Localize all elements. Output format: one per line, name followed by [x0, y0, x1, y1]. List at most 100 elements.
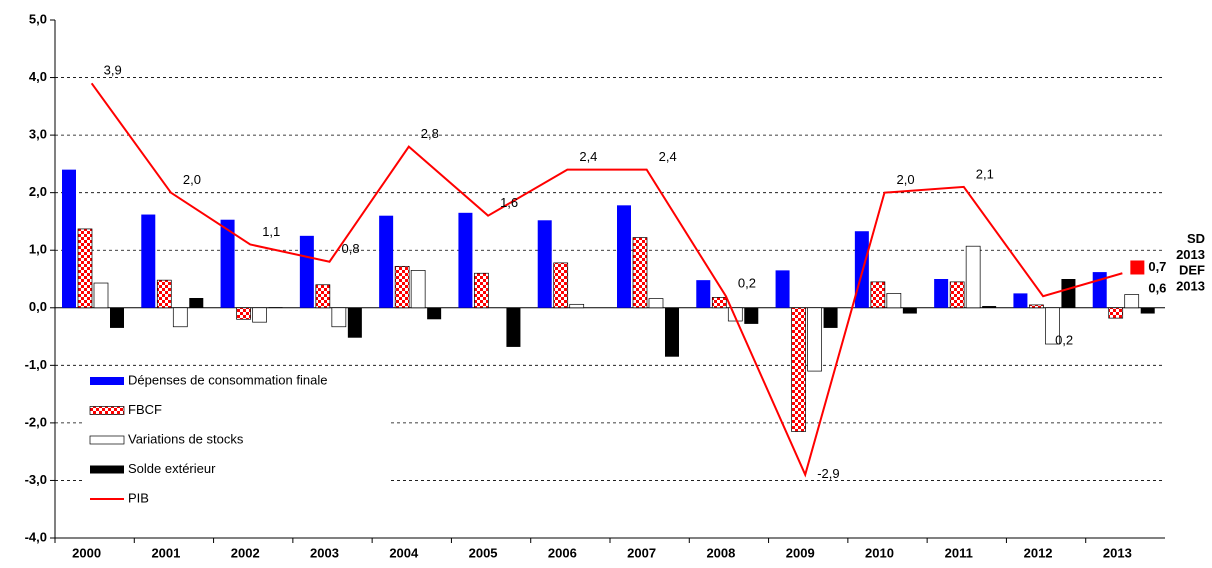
x-tick-label: 2002 — [231, 545, 260, 560]
data-label: 0,2 — [1055, 333, 1073, 348]
y-tick-label: -3,0 — [25, 472, 47, 487]
bar — [189, 297, 204, 308]
bar — [331, 307, 347, 328]
bar — [775, 270, 790, 308]
x-tick-label: 2006 — [548, 545, 577, 560]
x-tick-label: 2009 — [786, 545, 815, 560]
annotation-value: 0,6 — [1148, 281, 1166, 296]
bar — [791, 307, 806, 432]
bar — [744, 307, 759, 324]
legend-swatch — [90, 465, 124, 474]
data-label: 2,4 — [659, 149, 677, 164]
legend-swatch — [90, 377, 124, 385]
data-label: 2,8 — [421, 126, 439, 141]
bar — [1013, 293, 1028, 308]
bar — [632, 237, 648, 309]
legend-label: Variations de stocks — [128, 431, 244, 446]
bar — [110, 307, 124, 328]
bar — [1061, 279, 1076, 308]
x-tick-label: 2004 — [389, 545, 419, 560]
bar — [458, 212, 473, 308]
annotation-label: DEF — [1179, 263, 1205, 278]
y-tick-label: 1,0 — [29, 242, 47, 257]
data-label: 2,0 — [897, 172, 915, 187]
bar — [268, 307, 283, 308]
data-label: 2,1 — [976, 166, 994, 181]
x-tick-label: 2001 — [151, 545, 180, 560]
x-tick-label: 2007 — [627, 545, 656, 560]
bar — [77, 228, 93, 309]
bar — [982, 306, 997, 308]
legend: Dépenses de consommation finale FBCF Varia… — [85, 368, 390, 518]
x-tick-label: 2000 — [72, 545, 101, 560]
bar — [1108, 307, 1124, 319]
data-label: 0,8 — [342, 241, 360, 256]
bar — [156, 279, 172, 309]
bar — [1140, 307, 1155, 314]
marker — [1130, 260, 1145, 275]
annotation-value: 0,7 — [1148, 259, 1166, 274]
x-tick-label: 2011 — [945, 545, 973, 560]
data-label: 2,0 — [183, 172, 201, 187]
annotation-label: 2013 — [1176, 247, 1205, 262]
bar — [427, 307, 442, 320]
bar — [965, 245, 981, 309]
bar — [617, 205, 631, 308]
legend-box — [85, 368, 390, 518]
legend-label: PIB — [128, 490, 149, 505]
x-tick-label: 2012 — [1024, 545, 1053, 560]
y-tick-label: -2,0 — [25, 414, 47, 429]
bar — [172, 307, 188, 328]
bar — [949, 281, 965, 309]
bar — [299, 235, 314, 308]
bar — [823, 307, 838, 328]
bar — [1029, 304, 1044, 309]
bar — [347, 307, 362, 338]
y-tick-label: 2,0 — [29, 184, 47, 199]
bar — [394, 265, 410, 309]
bar — [1124, 294, 1140, 309]
y-tick-label: -4,0 — [25, 529, 47, 544]
bar — [93, 282, 109, 309]
y-tick-label: 3,0 — [29, 127, 47, 142]
line — [90, 82, 1123, 478]
x-tick-label: 2008 — [706, 545, 735, 560]
bar — [569, 303, 585, 309]
bar — [807, 307, 822, 372]
y-tick-label: 5,0 — [29, 11, 47, 26]
x-tick-label: 2003 — [310, 545, 339, 560]
bar — [141, 214, 156, 308]
legend-label: Dépenses de consommation finale — [128, 372, 327, 387]
bar — [711, 297, 727, 309]
y-tick-label: -1,0 — [25, 357, 47, 372]
bar — [1045, 307, 1060, 345]
legend-swatch — [89, 406, 125, 415]
bar — [410, 270, 426, 309]
bar — [934, 279, 949, 308]
legend-label: FBCF — [128, 402, 162, 417]
x-tick-label: 2005 — [469, 545, 498, 560]
bar — [506, 307, 521, 347]
bar — [315, 284, 331, 309]
bar — [665, 307, 679, 357]
x-tick-label: 2010 — [865, 545, 894, 560]
annotation-label: SD — [1187, 231, 1205, 246]
bar — [62, 169, 76, 308]
data-label: 3,9 — [104, 63, 122, 78]
bar — [648, 298, 664, 309]
data-label: -2,9 — [817, 466, 839, 481]
data-label: 1,6 — [500, 195, 518, 210]
y-tick-label: 0,0 — [29, 299, 47, 314]
legend-label: Solde extérieur — [128, 461, 216, 476]
bar — [902, 307, 917, 314]
bar — [553, 262, 569, 309]
bar — [220, 219, 235, 308]
bar — [886, 293, 902, 309]
legend-swatch — [89, 435, 125, 445]
y-tick-label: 4,0 — [29, 69, 47, 84]
annotation-label: 2013 — [1176, 279, 1205, 294]
data-label: 1,1 — [262, 224, 280, 239]
bar — [696, 280, 711, 308]
bar — [379, 215, 394, 308]
